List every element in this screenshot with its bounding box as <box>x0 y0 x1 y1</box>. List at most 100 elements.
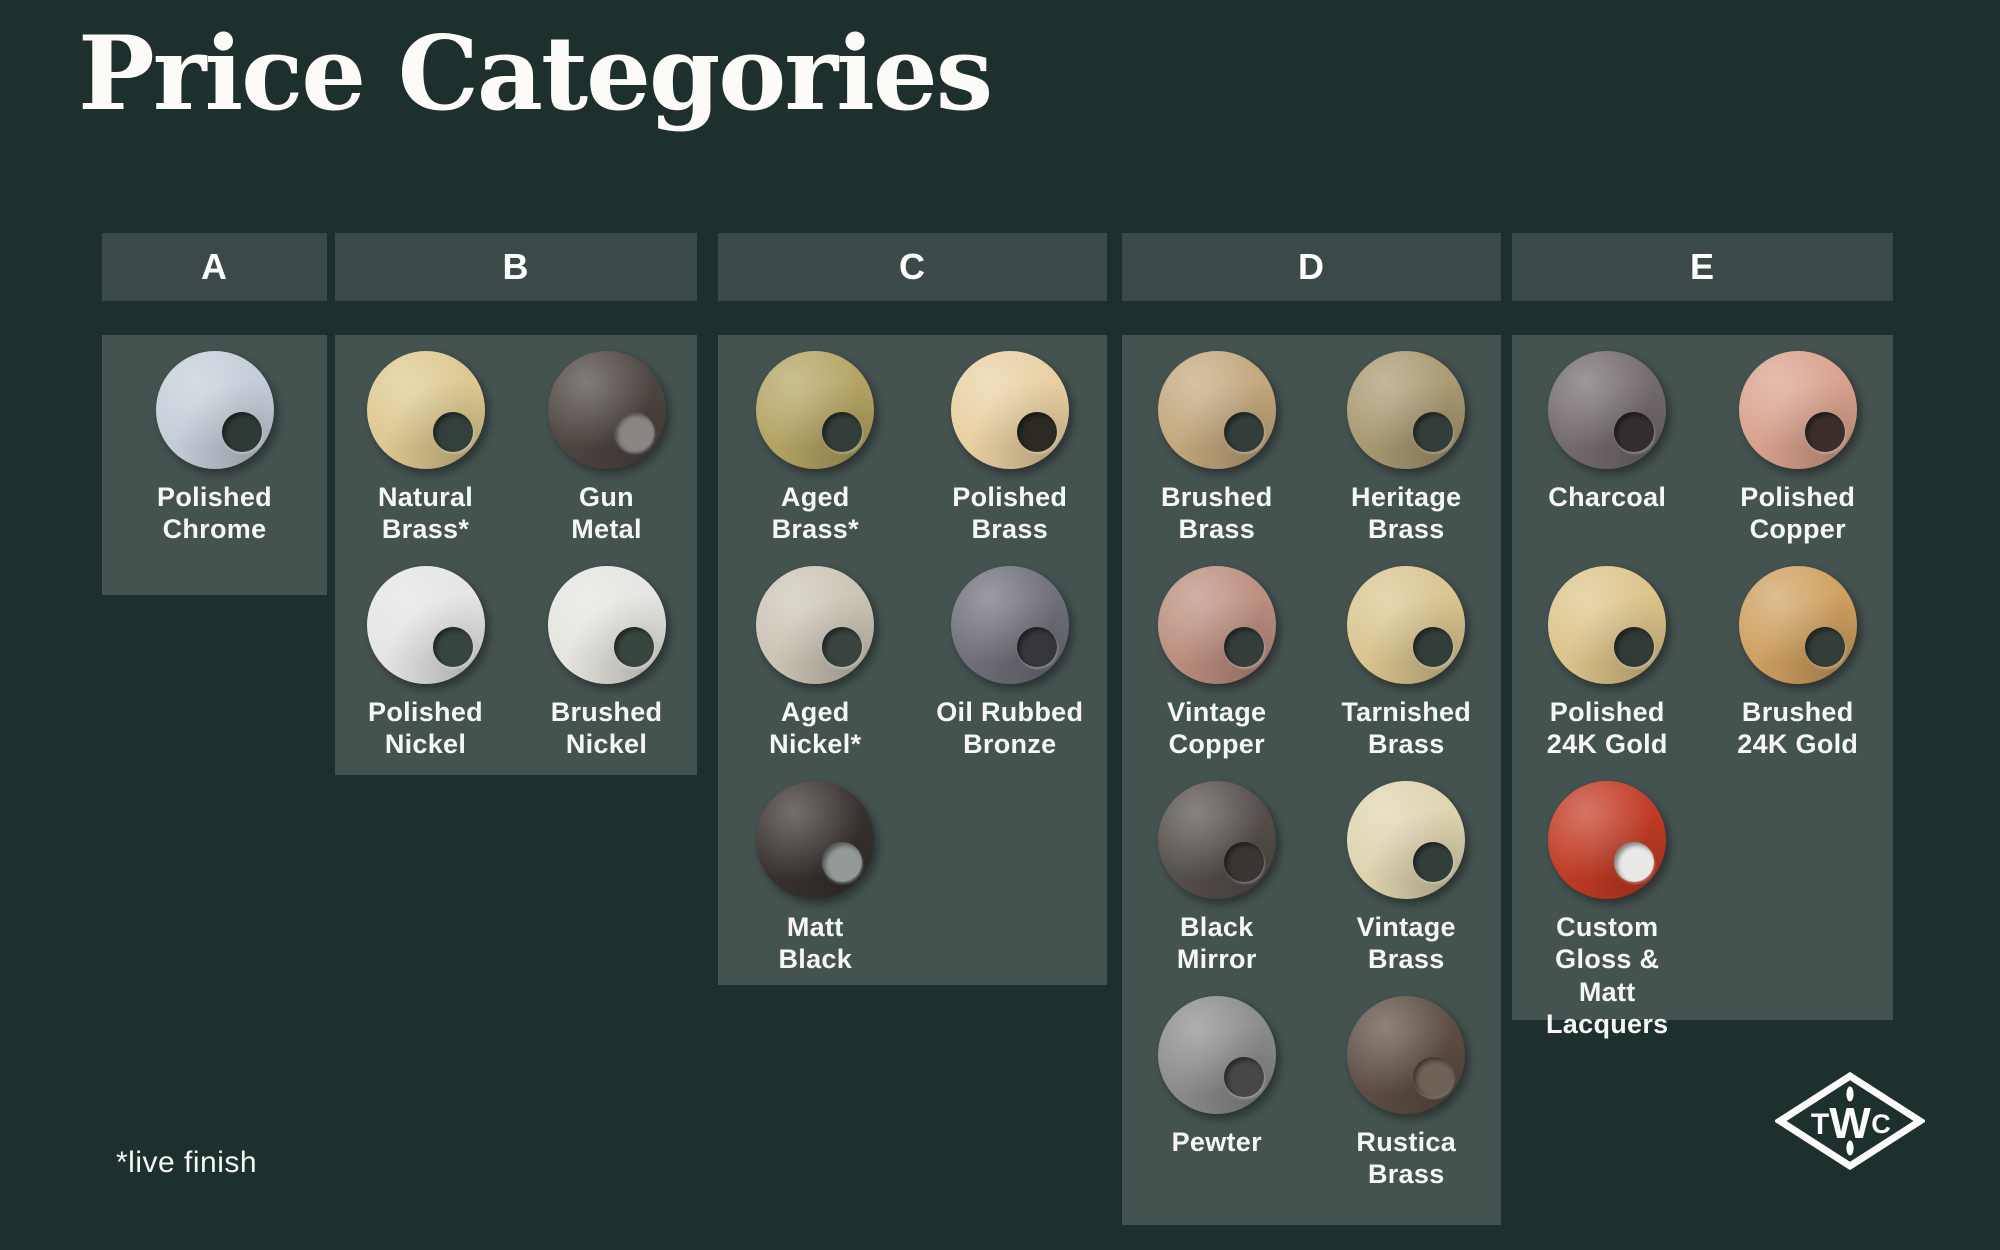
swatch-cell: Tarnished Brass <box>1341 560 1471 775</box>
tag-hole <box>822 842 863 882</box>
category-panel-a: Polished Chrome <box>102 335 327 595</box>
logo-letter-c: C <box>1871 1109 1891 1139</box>
tag-hole <box>613 627 654 667</box>
finish-label: Polished 24K Gold <box>1546 697 1668 760</box>
live-finish-footnote: *live finish <box>116 1146 258 1179</box>
category-label: C <box>899 246 926 287</box>
finish-label: Polished Chrome <box>157 482 272 545</box>
tag-hole <box>1413 627 1454 667</box>
finish-label: Brushed 24K Gold <box>1737 697 1859 760</box>
finish-label: Custom Gloss & Matt Lacquers <box>1546 912 1669 1040</box>
tag-hole <box>1016 627 1057 667</box>
category-header-e: E <box>1512 233 1893 301</box>
finish-label: Gun Metal <box>571 482 642 545</box>
finish-label: Vintage Brass <box>1356 912 1456 975</box>
tag-hole <box>822 412 863 452</box>
finish-label: Tarnished Brass <box>1341 697 1472 760</box>
tag-hole <box>1223 627 1264 667</box>
tag-hole <box>1614 842 1655 882</box>
brushed-24k-gold-swatch <box>1738 566 1857 684</box>
category-panel-b: Natural Brass* Gun Metal Polished Nickel… <box>335 335 697 775</box>
polished-nickel-swatch <box>366 566 485 684</box>
swatch-cell: Custom Gloss & Matt Lacquers <box>1546 775 1668 1041</box>
finish-label: Brushed Brass <box>1160 482 1273 545</box>
category-header-a: A <box>102 233 327 301</box>
swatch-cell: Brushed Nickel <box>547 560 666 775</box>
category-header-c: C <box>718 233 1107 301</box>
tag-hole <box>822 627 863 667</box>
finish-label: Vintage Copper <box>1167 697 1267 760</box>
tag-hole <box>432 627 473 667</box>
gun-metal-swatch <box>547 351 666 469</box>
vintage-brass-swatch <box>1347 781 1466 899</box>
polished-chrome-swatch <box>155 351 274 469</box>
finish-label: Aged Brass* <box>771 482 859 545</box>
category-label: E <box>1689 246 1715 287</box>
finish-label: Oil Rubbed Bronze <box>936 697 1084 760</box>
tag-hole <box>432 412 473 452</box>
pewter-swatch <box>1157 996 1276 1114</box>
finish-label: Pewter <box>1171 1127 1262 1157</box>
natural-brass-swatch <box>366 351 485 469</box>
swatch-cell: Polished Nickel <box>366 560 485 775</box>
tag-hole <box>1223 412 1264 452</box>
swatch-cell: Polished Brass <box>950 345 1069 560</box>
tag-hole <box>1614 412 1655 452</box>
tag-hole <box>1413 412 1454 452</box>
tag-hole <box>221 412 262 452</box>
swatch-cell: Polished 24K Gold <box>1547 560 1668 775</box>
finish-label: Polished Nickel <box>368 697 483 760</box>
polished-copper-swatch <box>1738 351 1857 469</box>
brushed-brass-swatch <box>1157 351 1276 469</box>
logo-letter-t: T <box>1811 1108 1829 1141</box>
finish-label: Heritage Brass <box>1351 482 1462 545</box>
swatch-cell: Gun Metal <box>547 345 666 560</box>
vintage-copper-swatch <box>1157 566 1276 684</box>
tag-hole <box>1804 412 1845 452</box>
category-panel-d: Brushed Brass Heritage Brass Vintage Cop… <box>1122 335 1501 1225</box>
finish-label: Polished Copper <box>1740 482 1856 545</box>
swatch-cell: Oil Rubbed Bronze <box>936 560 1083 775</box>
finish-label: Rustica Brass <box>1356 1127 1457 1190</box>
tarnished-brass-swatch <box>1347 566 1466 684</box>
matt-black-swatch <box>756 781 875 899</box>
category-label: B <box>502 246 530 287</box>
finish-label: Black Mirror <box>1176 912 1257 975</box>
heritage-brass-swatch <box>1347 351 1466 469</box>
finish-label: Polished Brass <box>952 482 1068 545</box>
brushed-nickel-swatch <box>547 566 666 684</box>
category-header-d: D <box>1122 233 1501 301</box>
swatch-cell: Vintage Brass <box>1347 775 1466 990</box>
category-panel-e: Charcoal Polished Copper Polished 24K Go… <box>1512 335 1893 1039</box>
tag-hole <box>613 412 654 452</box>
finish-label: Brushed Nickel <box>550 697 663 760</box>
logo-dot-bottom <box>1846 1140 1854 1156</box>
logo-diamond <box>1775 1071 1925 1171</box>
polished-24k-gold-swatch <box>1548 566 1667 684</box>
swatch-cell: Aged Brass* <box>756 345 875 560</box>
black-mirror-swatch <box>1157 781 1276 899</box>
charcoal-swatch <box>1548 351 1667 469</box>
tag-hole <box>1413 1057 1454 1097</box>
category-label: D <box>1298 246 1325 287</box>
finish-label: Natural Brass* <box>377 482 474 545</box>
polished-brass-swatch <box>950 351 1069 469</box>
swatch-cell: Matt Black <box>756 775 875 990</box>
swatch-cell: Brushed Brass <box>1157 345 1276 560</box>
tag-hole <box>1223 842 1264 882</box>
oil-rubbed-bronze-swatch <box>950 566 1069 684</box>
tag-hole <box>1016 412 1057 452</box>
finish-label: Aged Nickel* <box>769 697 862 760</box>
category-label: A <box>201 246 228 287</box>
rustica-brass-swatch <box>1347 996 1466 1114</box>
swatch-cell: Charcoal <box>1548 345 1667 560</box>
swatch-cell: Pewter <box>1157 990 1276 1205</box>
tag-hole <box>1804 627 1845 667</box>
finish-label: Matt Black <box>778 912 853 975</box>
swatch-cell: Heritage Brass <box>1347 345 1466 560</box>
swatch-cell: Rustica Brass <box>1347 990 1466 1205</box>
tag-hole <box>1223 1057 1264 1097</box>
twc-logo: T W C <box>1775 1071 1925 1171</box>
aged-nickel-swatch <box>756 566 875 684</box>
